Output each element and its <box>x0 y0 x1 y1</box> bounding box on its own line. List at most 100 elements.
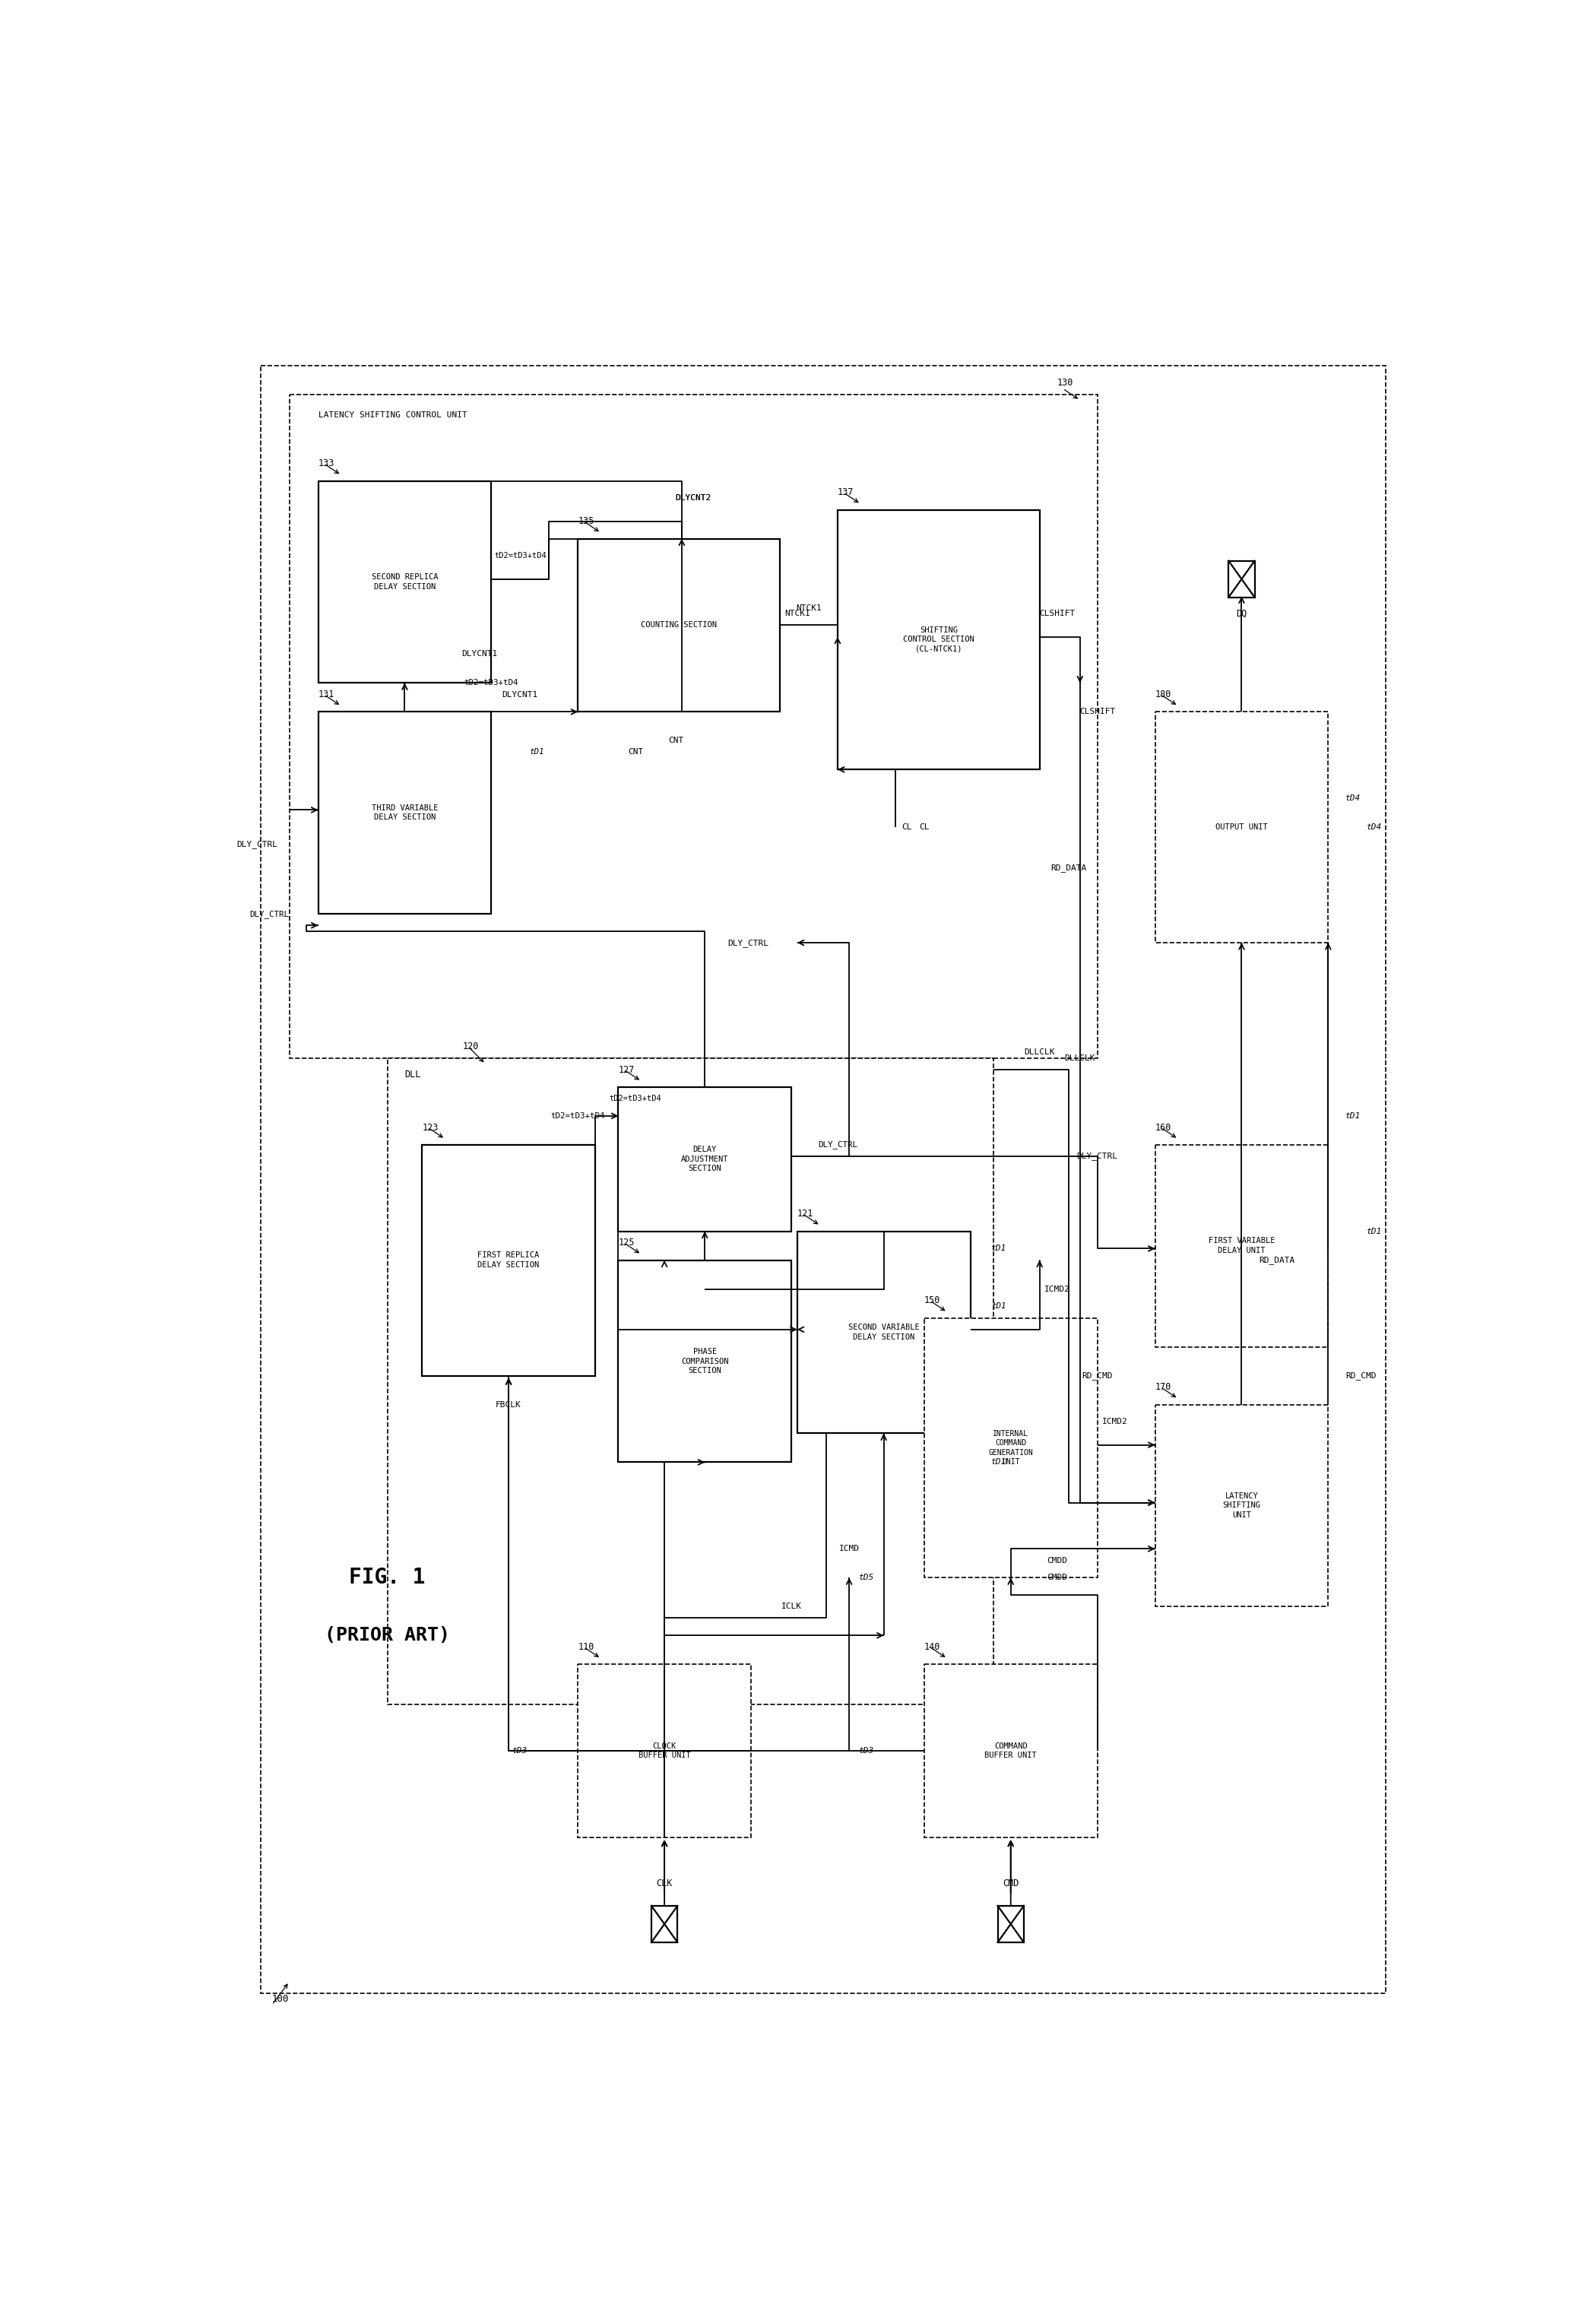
FancyBboxPatch shape <box>421 1146 595 1376</box>
Text: DLY_CTRL: DLY_CTRL <box>249 909 289 918</box>
Text: DLYCNT1: DLYCNT1 <box>502 690 538 697</box>
Text: FIRST VARIABLE
DELAY UNIT: FIRST VARIABLE DELAY UNIT <box>1209 1236 1275 1255</box>
Text: tD4: tD4 <box>1346 795 1360 802</box>
Text: DLLCLK: DLLCLK <box>1065 1055 1095 1062</box>
Text: 110: 110 <box>578 1643 593 1652</box>
FancyBboxPatch shape <box>925 1664 1097 1838</box>
Text: 170: 170 <box>1155 1383 1171 1392</box>
Text: tD4: tD4 <box>1367 823 1382 832</box>
Text: tD1: tD1 <box>1346 1113 1360 1120</box>
Text: tD2=tD3+tD4: tD2=tD3+tD4 <box>551 1113 604 1120</box>
Bar <box>997 1906 1024 1943</box>
Text: DLLCLK: DLLCLK <box>1024 1048 1056 1055</box>
Text: RD_CMD: RD_CMD <box>1346 1371 1376 1380</box>
Text: SECOND VARIABLE
DELAY SECTION: SECOND VARIABLE DELAY SECTION <box>847 1325 920 1341</box>
Text: COMMAND
BUFFER UNIT: COMMAND BUFFER UNIT <box>985 1743 1037 1759</box>
Text: 121: 121 <box>797 1208 813 1220</box>
Text: tD3: tD3 <box>513 1748 527 1755</box>
Text: (PRIOR ART): (PRIOR ART) <box>325 1627 450 1645</box>
Bar <box>652 1906 677 1943</box>
Text: tD1: tD1 <box>991 1246 1007 1253</box>
Text: CL: CL <box>918 823 929 832</box>
Text: CMD: CMD <box>1002 1878 1019 1889</box>
FancyBboxPatch shape <box>619 1088 792 1232</box>
Text: DLY_CTRL: DLY_CTRL <box>1076 1153 1117 1160</box>
Text: 125: 125 <box>619 1239 634 1248</box>
Text: RD_DATA: RD_DATA <box>1259 1255 1296 1264</box>
Text: FIRST REPLICA
DELAY SECTION: FIRST REPLICA DELAY SECTION <box>478 1253 540 1269</box>
Text: ICLK: ICLK <box>781 1604 802 1611</box>
FancyBboxPatch shape <box>1155 1146 1329 1348</box>
Text: DLYCNT2: DLYCNT2 <box>675 495 712 502</box>
Text: tD1: tD1 <box>1367 1227 1382 1234</box>
Text: tD5: tD5 <box>858 1573 874 1583</box>
Text: DLY_CTRL: DLY_CTRL <box>237 841 278 848</box>
FancyBboxPatch shape <box>838 509 1040 769</box>
FancyBboxPatch shape <box>578 1664 751 1838</box>
Text: NTCK1: NTCK1 <box>795 604 822 611</box>
Text: CLSHIFT: CLSHIFT <box>1079 709 1116 716</box>
FancyBboxPatch shape <box>925 1318 1097 1578</box>
Text: tD2=tD3+tD4: tD2=tD3+tD4 <box>494 553 546 560</box>
Text: tD1: tD1 <box>993 1301 1007 1311</box>
Text: DLYCNT1: DLYCNT1 <box>462 651 497 658</box>
Text: 137: 137 <box>838 488 854 497</box>
Text: DELAY
ADJUSTMENT
SECTION: DELAY ADJUSTMENT SECTION <box>682 1146 729 1171</box>
Text: 135: 135 <box>578 516 593 525</box>
Text: PHASE
COMPARISON
SECTION: PHASE COMPARISON SECTION <box>682 1348 729 1373</box>
FancyBboxPatch shape <box>319 711 491 913</box>
Text: 127: 127 <box>619 1064 634 1074</box>
FancyBboxPatch shape <box>619 1260 792 1462</box>
Text: DLY_CTRL: DLY_CTRL <box>727 939 768 946</box>
Text: CMDD: CMDD <box>1046 1573 1067 1583</box>
Text: tD3: tD3 <box>858 1748 874 1755</box>
Text: 160: 160 <box>1155 1122 1171 1132</box>
FancyBboxPatch shape <box>1155 1404 1329 1606</box>
Text: 123: 123 <box>421 1122 439 1132</box>
Text: NTCK1: NTCK1 <box>784 609 810 618</box>
Text: 130: 130 <box>1057 379 1073 388</box>
Text: 131: 131 <box>319 690 335 700</box>
Text: LATENCY
SHIFTING
UNIT: LATENCY SHIFTING UNIT <box>1223 1492 1261 1520</box>
Text: DLY_CTRL: DLY_CTRL <box>817 1141 857 1148</box>
FancyBboxPatch shape <box>319 481 491 683</box>
Text: CLSHIFT: CLSHIFT <box>1038 609 1075 618</box>
Text: FIG. 1: FIG. 1 <box>349 1566 426 1587</box>
Text: RD_CMD: RD_CMD <box>1083 1371 1112 1380</box>
Text: SHIFTING
CONTROL SECTION
(CL-NTCK1): SHIFTING CONTROL SECTION (CL-NTCK1) <box>903 627 974 653</box>
Text: RD_DATA: RD_DATA <box>1051 865 1086 872</box>
FancyBboxPatch shape <box>578 539 780 711</box>
Text: ICMD2: ICMD2 <box>1101 1418 1127 1425</box>
Text: LATENCY SHIFTING CONTROL UNIT: LATENCY SHIFTING CONTROL UNIT <box>319 411 467 418</box>
Text: ICMD2: ICMD2 <box>1045 1285 1070 1292</box>
Text: THIRD VARIABLE
DELAY SECTION: THIRD VARIABLE DELAY SECTION <box>371 804 439 820</box>
Text: tD1: tD1 <box>991 1459 1007 1466</box>
Text: tD1: tD1 <box>530 748 544 755</box>
Text: CMDD: CMDD <box>1046 1557 1067 1564</box>
Text: 133: 133 <box>319 458 335 469</box>
Text: CL: CL <box>901 823 912 832</box>
Text: tD2=tD3+tD4: tD2=tD3+tD4 <box>464 679 519 688</box>
Text: INTERNAL
COMMAND
GENERATION
UNIT: INTERNAL COMMAND GENERATION UNIT <box>988 1429 1034 1466</box>
Text: DLL: DLL <box>404 1069 421 1081</box>
Text: COUNTING SECTION: COUNTING SECTION <box>641 621 716 630</box>
Text: 140: 140 <box>925 1643 940 1652</box>
Text: ICMD: ICMD <box>839 1545 860 1552</box>
Text: OUTPUT UNIT: OUTPUT UNIT <box>1215 823 1267 832</box>
FancyBboxPatch shape <box>387 1057 994 1706</box>
FancyBboxPatch shape <box>260 365 1385 1994</box>
Text: 120: 120 <box>462 1041 478 1050</box>
Text: 100: 100 <box>271 1994 289 2003</box>
FancyBboxPatch shape <box>289 395 1097 1057</box>
FancyBboxPatch shape <box>1155 711 1329 944</box>
Text: 180: 180 <box>1155 690 1171 700</box>
Text: tD2=tD3+tD4: tD2=tD3+tD4 <box>609 1095 661 1102</box>
Bar <box>1229 560 1255 597</box>
Text: FBCLK: FBCLK <box>495 1401 521 1408</box>
Text: DLYCNT2: DLYCNT2 <box>675 495 712 502</box>
Text: CLOCK
BUFFER UNIT: CLOCK BUFFER UNIT <box>639 1743 691 1759</box>
Text: CNT: CNT <box>628 748 644 755</box>
Text: DQ: DQ <box>1236 609 1247 618</box>
Text: CNT: CNT <box>667 737 683 744</box>
Text: 150: 150 <box>925 1297 940 1306</box>
